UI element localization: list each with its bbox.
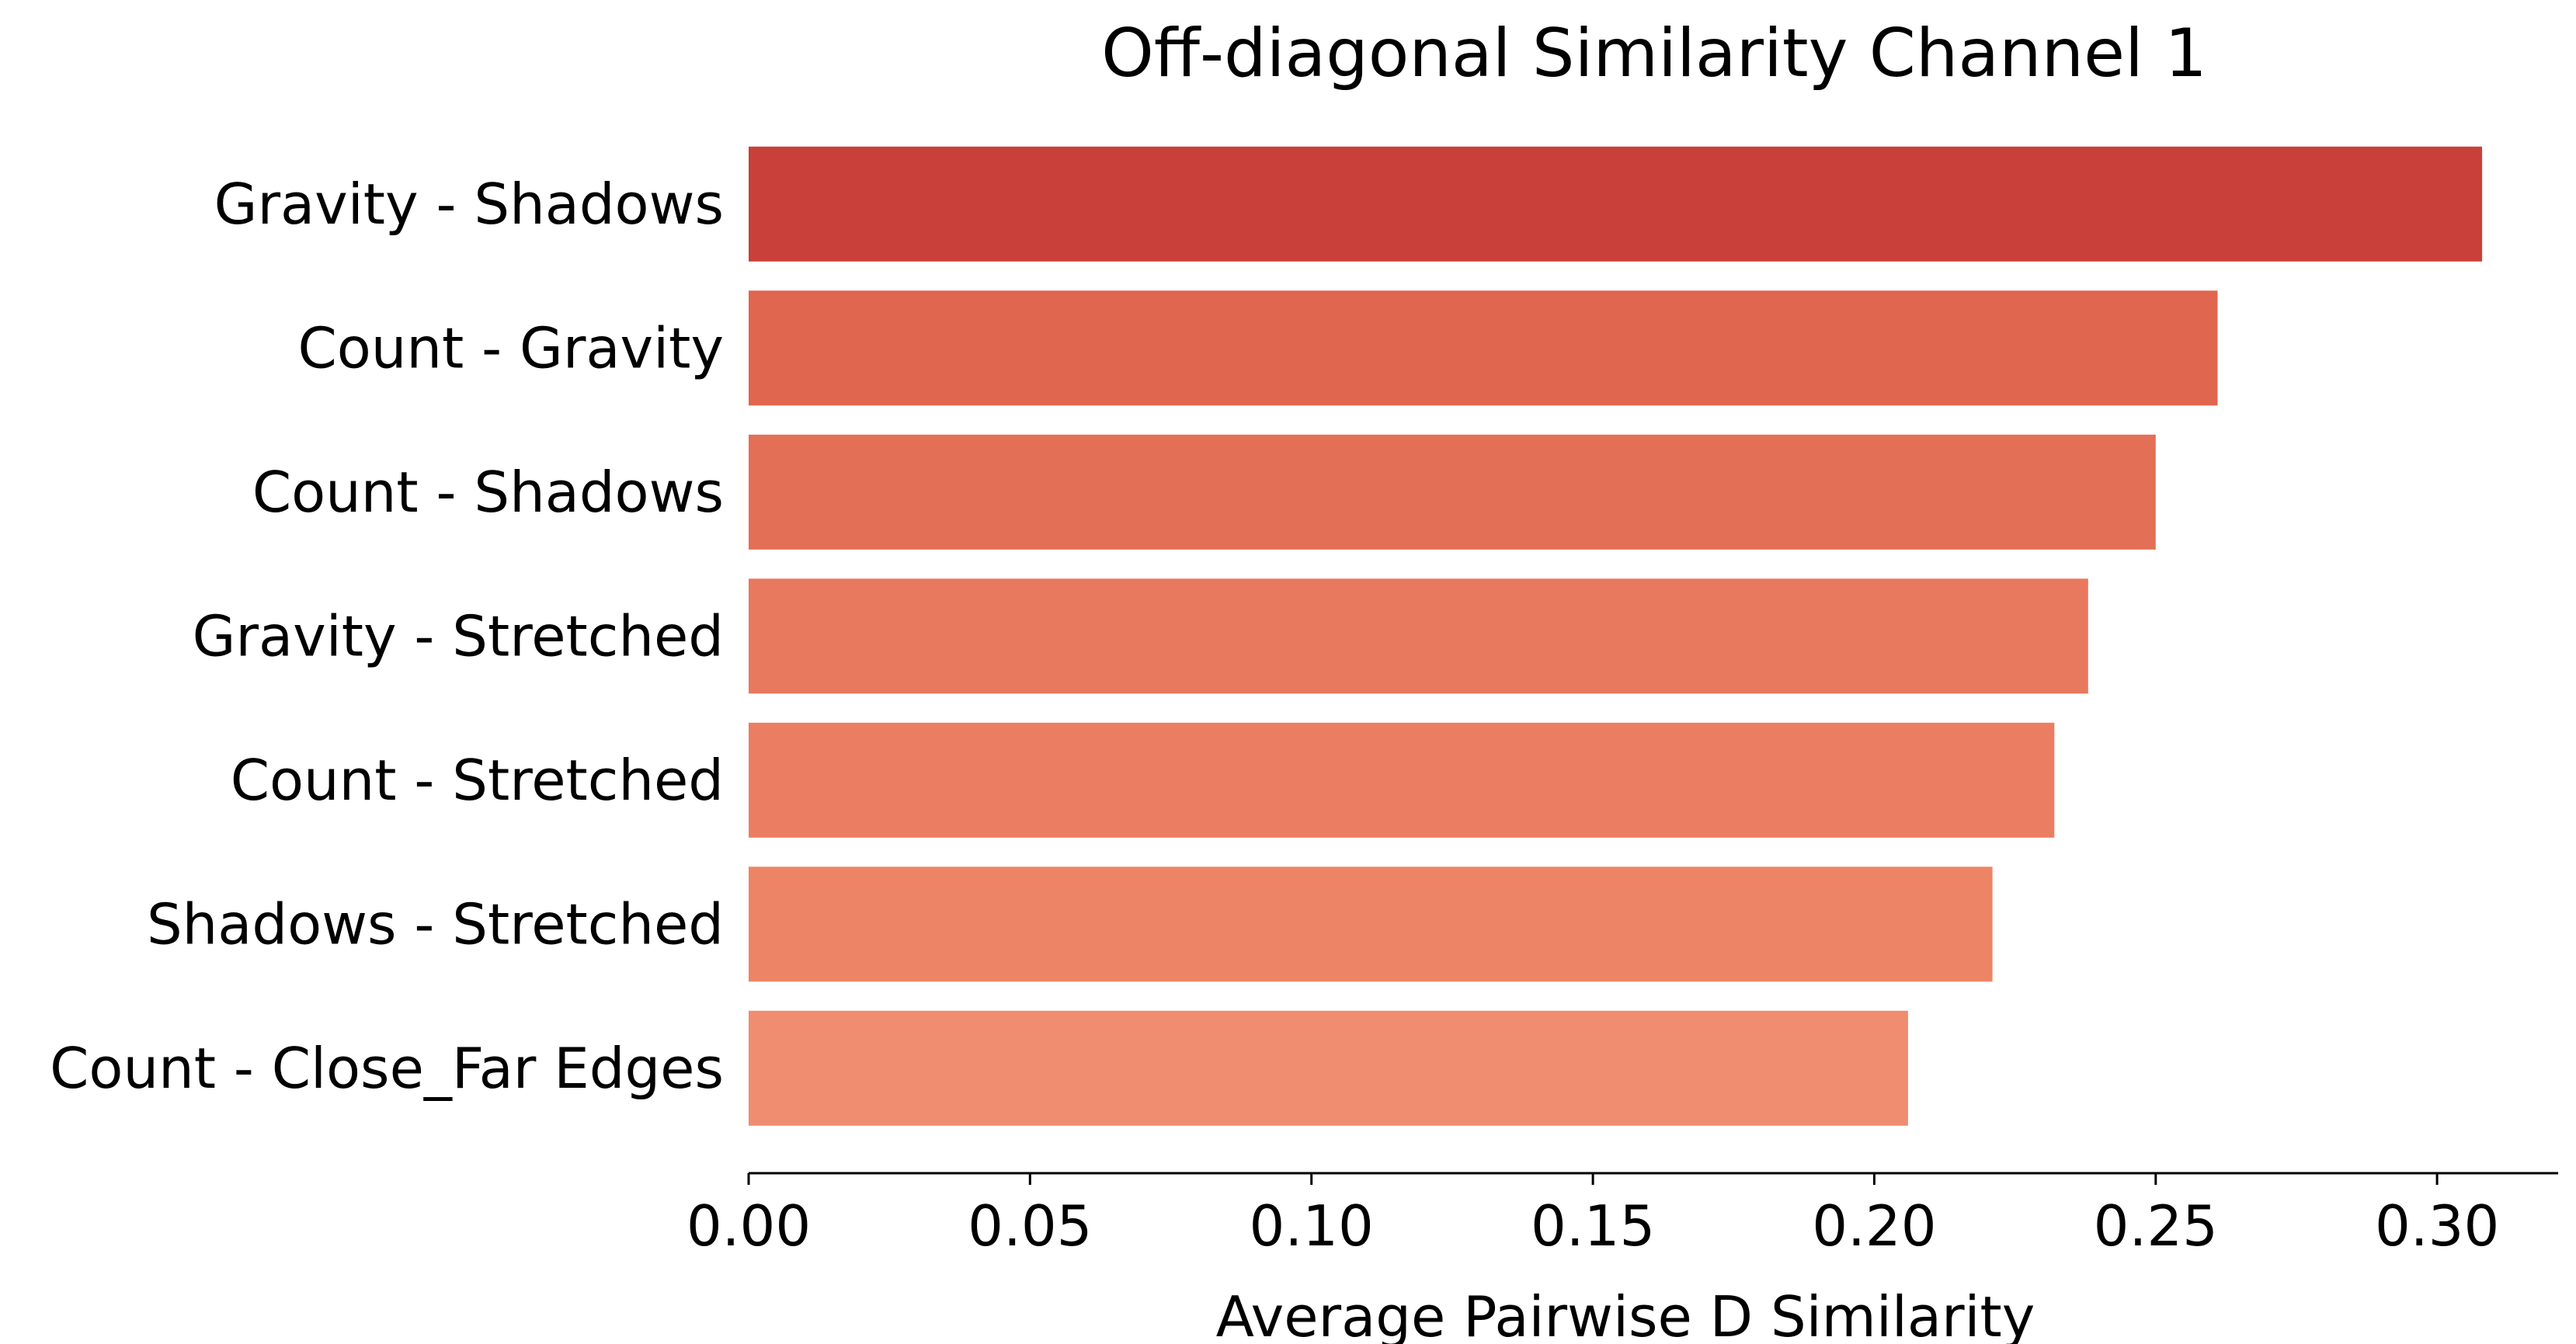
- bar: [749, 290, 2218, 406]
- bar: [749, 722, 2055, 838]
- x-tick-label: 0.25: [2094, 1193, 2218, 1259]
- x-tick-label: 0.15: [1531, 1193, 1655, 1259]
- bar: [749, 866, 1993, 982]
- bar: [749, 146, 2483, 262]
- category-label: Shadows - Stretched: [147, 891, 724, 957]
- x-tick-label: 0.05: [968, 1193, 1092, 1259]
- bar: [749, 1010, 1908, 1126]
- category-label: Count - Shadows: [252, 460, 724, 525]
- chart-title: Off-diagonal Similarity Channel 1: [1101, 15, 2207, 92]
- category-label: Gravity - Shadows: [214, 172, 724, 237]
- category-label: Count - Gravity: [297, 315, 724, 380]
- bar: [749, 578, 2088, 694]
- x-tick-label: 0.00: [687, 1193, 811, 1259]
- x-tick-label: 0.20: [1812, 1193, 1936, 1259]
- x-tick-label: 0.30: [2375, 1193, 2499, 1259]
- x-axis-label: Average Pairwise D Similarity: [1216, 1284, 2035, 1344]
- category-labels-group: Gravity - Shadows Count - Gravity Count - …: [50, 172, 724, 1101]
- category-label: Gravity - Stretched: [193, 603, 724, 669]
- bars-group: [749, 146, 2483, 1126]
- x-ticks-group: 0.00 0.05 0.10 0.15 0.20 0.25 0.30: [687, 1173, 2499, 1259]
- category-label: Count - Close_Far Edges: [50, 1036, 724, 1101]
- bar: [749, 434, 2156, 550]
- category-label: Count - Stretched: [231, 748, 724, 813]
- x-tick-label: 0.10: [1250, 1193, 1374, 1259]
